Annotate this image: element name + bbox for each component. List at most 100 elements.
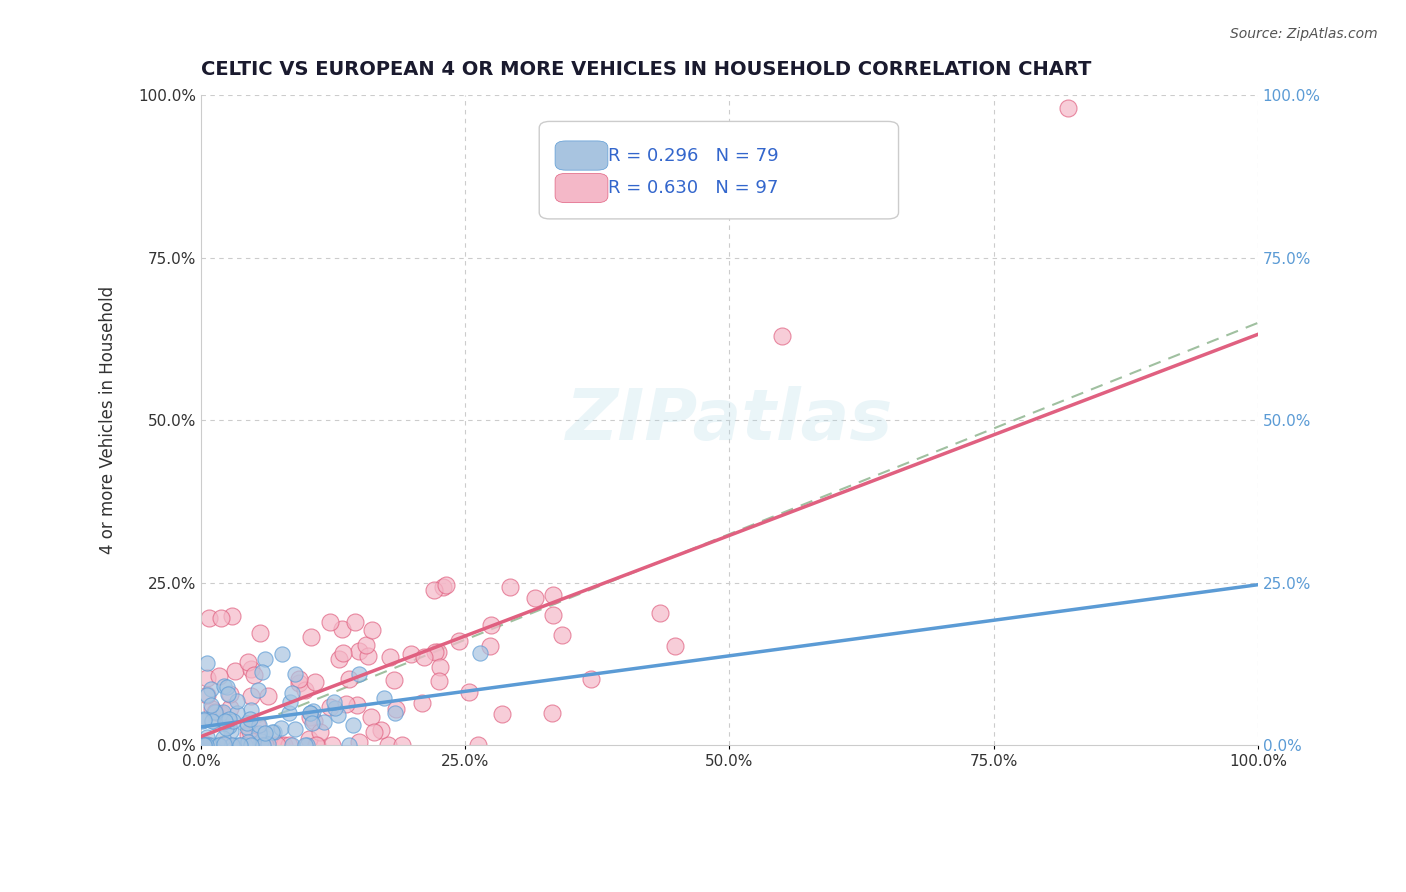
Point bbox=[239, 662, 262, 676]
Point bbox=[467, 738, 489, 752]
Point bbox=[262, 724, 284, 739]
Point bbox=[499, 580, 522, 594]
Point bbox=[294, 683, 316, 698]
Point bbox=[384, 706, 406, 720]
Point bbox=[236, 728, 259, 742]
Point bbox=[391, 738, 413, 752]
Point bbox=[770, 329, 793, 343]
Point bbox=[195, 671, 218, 685]
Point bbox=[195, 738, 218, 752]
Point bbox=[266, 738, 288, 752]
Point bbox=[239, 689, 262, 703]
Point bbox=[321, 738, 343, 752]
FancyBboxPatch shape bbox=[555, 173, 607, 202]
Point bbox=[221, 714, 243, 728]
Point bbox=[284, 667, 307, 681]
Point bbox=[204, 705, 226, 719]
Point bbox=[332, 647, 354, 661]
Point bbox=[239, 703, 262, 717]
Point bbox=[195, 657, 218, 671]
Point bbox=[323, 695, 346, 709]
Point bbox=[541, 706, 564, 720]
Point bbox=[238, 655, 260, 669]
Point bbox=[288, 676, 311, 690]
Point bbox=[243, 668, 266, 682]
Y-axis label: 4 or more Vehicles in Household: 4 or more Vehicles in Household bbox=[100, 286, 117, 555]
Point bbox=[212, 731, 235, 746]
Point bbox=[449, 634, 471, 648]
Point bbox=[218, 700, 240, 714]
Point bbox=[228, 738, 250, 752]
Point bbox=[226, 706, 249, 721]
Point bbox=[343, 615, 366, 629]
Point bbox=[524, 591, 547, 606]
Point bbox=[250, 738, 273, 752]
Point bbox=[360, 710, 382, 724]
Point bbox=[204, 714, 226, 729]
Point bbox=[193, 712, 215, 726]
Point bbox=[423, 582, 446, 597]
Point bbox=[294, 738, 316, 752]
Point bbox=[299, 706, 322, 721]
Point bbox=[298, 706, 321, 720]
Point bbox=[240, 738, 263, 752]
Point bbox=[411, 697, 433, 711]
Point bbox=[195, 730, 218, 744]
Point bbox=[326, 708, 349, 723]
Point bbox=[304, 674, 326, 689]
Point bbox=[195, 738, 218, 752]
Point bbox=[211, 738, 233, 752]
Point bbox=[429, 660, 451, 674]
Legend:  bbox=[723, 789, 737, 802]
Point bbox=[342, 718, 364, 732]
Point bbox=[347, 735, 370, 749]
Point bbox=[217, 714, 239, 728]
Point bbox=[305, 738, 328, 752]
Point bbox=[247, 717, 270, 731]
Point bbox=[280, 738, 302, 752]
Point bbox=[204, 706, 226, 720]
Point bbox=[246, 717, 269, 731]
Point bbox=[200, 698, 222, 713]
Point bbox=[198, 611, 221, 625]
Point bbox=[215, 721, 238, 735]
Point bbox=[193, 713, 215, 727]
Point bbox=[354, 638, 377, 652]
Point bbox=[423, 645, 446, 659]
Point bbox=[270, 738, 292, 752]
Point bbox=[235, 715, 257, 730]
Point bbox=[299, 630, 322, 644]
Point bbox=[197, 738, 219, 752]
Point bbox=[413, 649, 436, 664]
Point bbox=[236, 735, 259, 749]
Point bbox=[370, 723, 392, 737]
Point bbox=[214, 714, 236, 728]
Point bbox=[287, 673, 309, 687]
Point bbox=[458, 685, 481, 699]
Point bbox=[218, 687, 240, 701]
Point bbox=[212, 679, 235, 693]
Text: ZIPatlas: ZIPatlas bbox=[565, 386, 893, 455]
Point bbox=[225, 694, 247, 708]
Point bbox=[277, 706, 299, 720]
Point bbox=[214, 714, 236, 729]
Point bbox=[373, 691, 395, 706]
Point bbox=[218, 738, 240, 752]
Point bbox=[215, 680, 238, 694]
Point bbox=[224, 664, 246, 678]
Point bbox=[254, 726, 277, 740]
Point bbox=[281, 686, 304, 700]
Point bbox=[200, 681, 222, 696]
Point bbox=[191, 714, 214, 728]
Point bbox=[217, 687, 239, 701]
Point bbox=[302, 704, 325, 718]
FancyBboxPatch shape bbox=[540, 121, 898, 219]
Point bbox=[195, 738, 218, 752]
Point bbox=[284, 722, 307, 736]
Point bbox=[337, 738, 360, 752]
Point bbox=[377, 738, 399, 752]
Point bbox=[195, 688, 218, 702]
Point bbox=[249, 625, 271, 640]
Point bbox=[297, 738, 319, 752]
Point bbox=[209, 707, 232, 722]
